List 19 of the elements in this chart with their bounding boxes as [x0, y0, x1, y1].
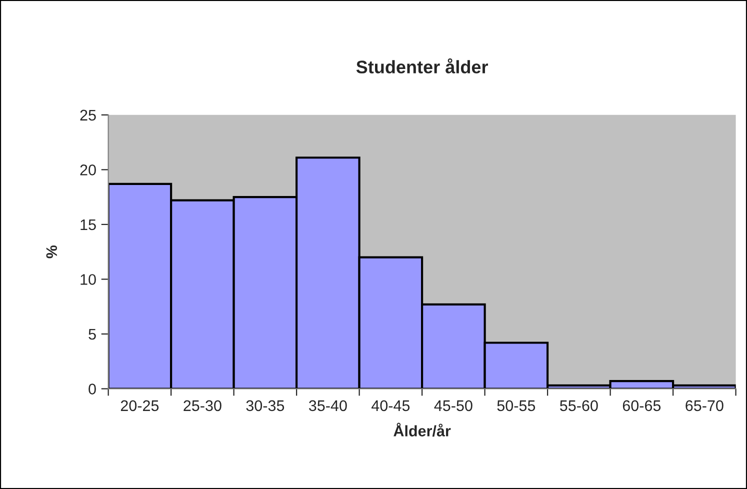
x-axis-title: Ålder/år — [394, 422, 451, 437]
y-axis-title: % — [46, 245, 58, 258]
x-tick-label: 55-60 — [560, 400, 598, 412]
x-tick-label: 20-25 — [120, 400, 159, 412]
y-tick-label: 15 — [80, 219, 96, 230]
y-tick-label: 20 — [80, 164, 96, 176]
y-tick-label: 25 — [80, 110, 96, 121]
x-tick-label: 45-50 — [434, 400, 472, 412]
x-tick-label: 65-70 — [686, 400, 724, 412]
y-tick-label: 5 — [88, 329, 96, 340]
x-tick-label: 40-45 — [371, 400, 410, 412]
y-tick-label: 0 — [88, 384, 96, 394]
x-tick-label: 35-40 — [308, 400, 347, 412]
x-tick-label: 50-55 — [497, 400, 536, 412]
x-tick-label: 30-35 — [246, 400, 284, 412]
chart-title: Studenter ålder — [356, 58, 488, 74]
x-tick-label: 60-65 — [622, 400, 661, 412]
y-tick-label: 10 — [80, 274, 96, 285]
x-tick-label: 25-30 — [184, 400, 222, 412]
